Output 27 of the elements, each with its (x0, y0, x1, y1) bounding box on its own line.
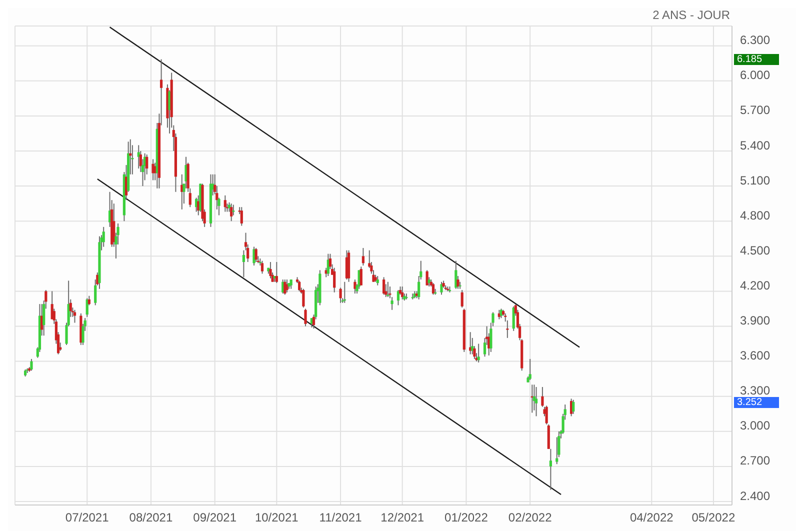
x-tick-label: 12/2021 (380, 510, 424, 525)
y-tick-label: 2.400 (740, 488, 770, 503)
y-tick-label: 6.000 (740, 68, 770, 82)
y-tick-label: 4.200 (740, 278, 770, 292)
x-tick-label: 08/2021 (129, 510, 173, 525)
y-tick-label: 2.700 (740, 454, 770, 468)
y-tick-label: 5.700 (740, 103, 770, 118)
y-tick-label: 4.500 (740, 243, 770, 258)
x-tick-label: 09/2021 (193, 510, 237, 525)
text: 3.252 (734, 396, 779, 408)
y-tick-label: 5.100 (740, 173, 770, 188)
chart-subtitle: 2 ANS - JOUR (652, 8, 730, 22)
text: 6.185 (734, 54, 779, 66)
x-tick-label: 07/2021 (65, 510, 110, 525)
y-tick-label: 5.400 (740, 138, 770, 152)
x-tick-label: 02/2022 (508, 510, 552, 525)
x-tick-label: 01/2022 (444, 510, 488, 525)
y-tick-label: 3.000 (740, 418, 770, 433)
x-tick-label: 05/2022 (692, 510, 736, 525)
y-tick-label: 4.800 (740, 208, 770, 222)
y-tick-label: 6.300 (740, 33, 770, 48)
x-tick-label: 11/2021 (319, 510, 362, 525)
y-tick-label: 3.300 (740, 384, 770, 398)
x-tick-label: 04/2022 (630, 510, 674, 525)
y-tick-label: 3.900 (740, 314, 770, 328)
x-tick-label: 10/2021 (254, 510, 299, 525)
y-tick-label: 3.600 (740, 348, 770, 363)
